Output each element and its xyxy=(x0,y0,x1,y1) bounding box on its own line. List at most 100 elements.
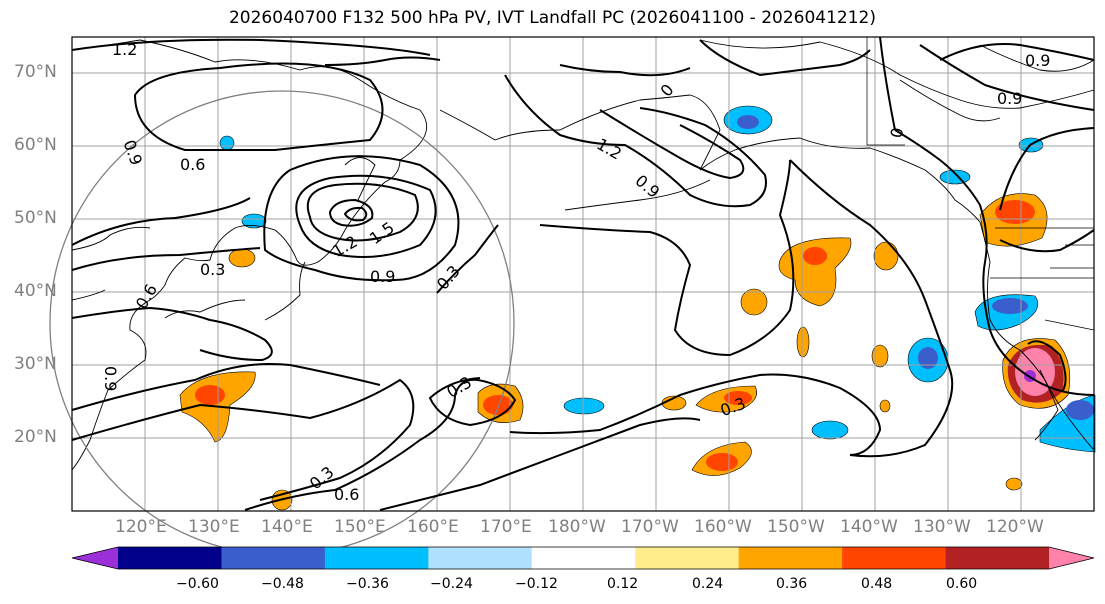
coastline xyxy=(564,179,711,211)
anomaly-blob xyxy=(706,453,738,471)
colorbar-tick-label: −0.60 xyxy=(176,576,219,592)
pv-contour xyxy=(343,206,368,222)
coastline xyxy=(699,39,1095,109)
coastline xyxy=(899,79,1001,122)
pv-contour xyxy=(71,197,251,246)
lon-label: 120°E xyxy=(115,517,167,537)
lon-label: 140°E xyxy=(261,517,313,537)
pv-contour xyxy=(328,198,374,227)
colorbar-outline xyxy=(71,546,1095,570)
colorbar-tick-label: −0.36 xyxy=(346,576,389,592)
pv-contour xyxy=(71,306,273,362)
pv-contours xyxy=(71,36,1095,511)
contour-label: 1.2 xyxy=(593,134,625,163)
colorbar-tick-label: −0.48 xyxy=(261,576,304,592)
anomaly-blob xyxy=(228,248,256,268)
contour-label: 0.3 xyxy=(200,260,225,279)
lon-label: 160°E xyxy=(407,517,459,537)
lat-label: 60°N xyxy=(14,135,57,155)
colorbar-segment xyxy=(738,547,843,569)
colorbar-extend-min xyxy=(72,547,118,569)
contour-label: 0.6 xyxy=(334,485,359,504)
coastline xyxy=(689,94,1095,451)
pv-anomaly-shading xyxy=(179,105,1096,511)
pv-contour xyxy=(1027,340,1067,393)
coastline xyxy=(1034,369,1059,441)
anomaly-blob xyxy=(219,135,235,151)
pv-contour xyxy=(71,247,261,271)
colorbar-tick-label: 0.24 xyxy=(692,576,724,592)
lon-label: 180°W xyxy=(548,517,606,537)
pv-contour xyxy=(699,39,871,77)
lat-label: 20°N xyxy=(14,427,57,447)
contour-label: 0.9 xyxy=(997,89,1022,108)
pv-contour xyxy=(306,182,419,242)
contour-labels: 1.2 0.9 0.6 0.3 1.5 1.2 0.9 0.3 0 1.2 0.… xyxy=(101,40,1050,504)
colorbar-segment xyxy=(531,547,636,569)
lat-label: 30°N xyxy=(14,354,57,374)
anomaly-blob xyxy=(873,241,899,271)
pv-contour xyxy=(504,74,767,208)
pv-contour xyxy=(71,363,381,411)
coastline xyxy=(71,39,428,471)
pv-contour xyxy=(939,43,1095,61)
contour-label: 0.6 xyxy=(180,155,205,174)
anomaly-blob xyxy=(195,385,225,405)
pv-contour xyxy=(263,155,460,282)
pv-contour xyxy=(999,127,1095,211)
pv-contour xyxy=(599,109,745,180)
contour-label: 1.2 xyxy=(112,40,137,59)
colorbar-segment xyxy=(221,547,326,569)
contour-label: 0.9 xyxy=(120,137,147,167)
colorbar-tick-label: −0.12 xyxy=(515,576,558,592)
colorbar-tick-label: 0.36 xyxy=(776,576,808,592)
colorbar-segment xyxy=(842,547,947,569)
anomaly-blob xyxy=(724,391,752,405)
map-frame xyxy=(71,36,1095,512)
contour-label: 1.5 xyxy=(366,218,398,248)
pv-contour xyxy=(879,36,896,131)
colorbar-tick-label: 0.12 xyxy=(607,576,639,592)
colorbar-tick-label: 0.48 xyxy=(861,576,893,592)
anomaly-blob xyxy=(483,395,513,415)
coastline xyxy=(439,94,691,141)
lon-label: 130°W xyxy=(913,517,971,537)
anomaly-blob xyxy=(740,288,768,316)
contour-label: 0 xyxy=(656,80,677,100)
coastline xyxy=(164,299,246,319)
pv-contour xyxy=(436,224,499,294)
anomaly-blob xyxy=(811,420,849,440)
contour-label: 0.9 xyxy=(1025,51,1050,70)
pv-contour xyxy=(919,44,1095,111)
lon-label: 140°W xyxy=(840,517,898,537)
colorbar-segment xyxy=(118,547,222,569)
anomaly-blob xyxy=(1066,400,1094,420)
political-borders xyxy=(866,37,1095,331)
contour-label: 0.3 xyxy=(306,462,338,493)
anomaly-blob xyxy=(737,115,759,129)
lon-label: 170°W xyxy=(621,517,679,537)
colorbar-extend-max xyxy=(1049,547,1094,569)
colorbar-segment xyxy=(428,547,533,569)
coastline xyxy=(344,157,376,201)
anomaly-blob xyxy=(992,298,1028,314)
colorbar-tick-label: −0.24 xyxy=(430,576,473,592)
pv-contour xyxy=(539,159,795,357)
contour-label: 0.9 xyxy=(101,366,120,391)
distance-circle xyxy=(49,90,515,556)
lon-label: 120°W xyxy=(986,517,1044,537)
colorbar-segment xyxy=(324,547,429,569)
colorbar xyxy=(71,546,1095,570)
coastlines xyxy=(71,39,1095,471)
anomaly-blob xyxy=(1005,477,1023,491)
border xyxy=(1044,319,1095,331)
pv-contour xyxy=(559,64,691,77)
pv-contour xyxy=(71,378,415,501)
anomaly-blob xyxy=(879,399,891,413)
anomaly-blob xyxy=(796,326,810,358)
colorbar-segment xyxy=(945,547,1050,569)
pv-contour xyxy=(133,62,384,152)
lon-label: 150°E xyxy=(334,517,386,537)
anomaly-blob xyxy=(918,347,938,369)
